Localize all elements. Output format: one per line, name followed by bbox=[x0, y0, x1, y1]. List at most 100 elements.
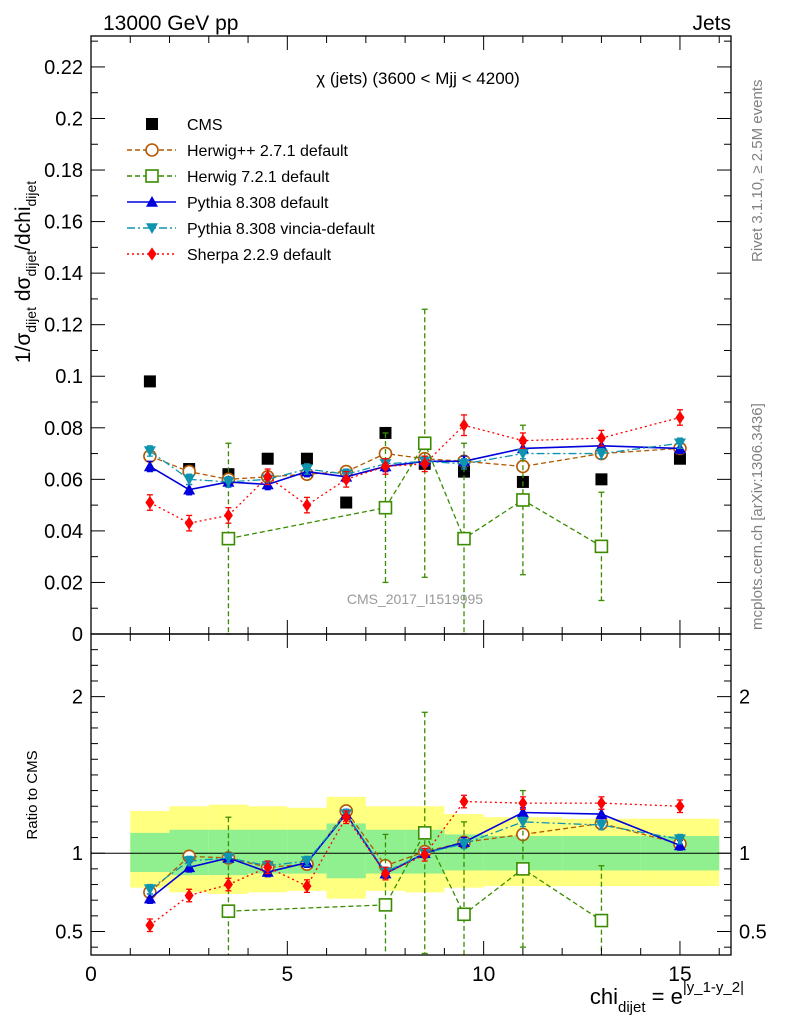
legend-label: Pythia 8.308 vincia-default bbox=[187, 221, 375, 238]
rivet-label: Rivet 3.1.10, ≥ 2.5M events bbox=[749, 80, 766, 263]
data-point bbox=[221, 904, 236, 918]
data-point bbox=[263, 860, 273, 874]
y-tick-label: 0.18 bbox=[44, 160, 83, 182]
y-tick-label-right: 0.5 bbox=[739, 922, 767, 944]
data-point bbox=[594, 539, 609, 554]
data-point bbox=[457, 531, 471, 546]
data-point bbox=[595, 473, 608, 486]
data-point bbox=[302, 498, 312, 512]
y-tick-label: 0.2 bbox=[55, 108, 83, 130]
data-point bbox=[378, 898, 393, 912]
series-line bbox=[149, 442, 681, 483]
data-point bbox=[516, 862, 530, 876]
ratio-panel: 0.5 0.5 1 1 2 2 0 5 10 15 bbox=[55, 633, 767, 986]
y-tick-label: 0 bbox=[72, 624, 83, 646]
series-4 bbox=[143, 437, 686, 488]
y-tick-label: 2 bbox=[72, 687, 83, 709]
data-point bbox=[143, 375, 156, 388]
data-point bbox=[380, 866, 390, 881]
data-point bbox=[675, 410, 685, 425]
data-point bbox=[341, 810, 351, 824]
y-tick-label: 0.5 bbox=[55, 922, 83, 944]
data-point bbox=[184, 516, 194, 530]
data-point bbox=[518, 434, 528, 448]
data-point bbox=[457, 907, 471, 922]
legend-marker bbox=[147, 247, 157, 261]
data-point bbox=[184, 888, 194, 903]
data-point bbox=[595, 808, 608, 819]
y-tick-label-right: 1 bbox=[739, 843, 750, 865]
main-panel: 0 0.02 0.04 0.06 0.08 0.1 0.12 0.14 0.16 0.18 0.2 0… bbox=[44, 35, 732, 646]
data-point bbox=[221, 531, 236, 546]
data-point bbox=[417, 826, 432, 840]
data-point bbox=[380, 459, 390, 474]
y-tick-label-right: 2 bbox=[739, 687, 750, 709]
legend-label: Herwig 7.2.1 default bbox=[187, 169, 330, 186]
series-line bbox=[149, 812, 681, 890]
data-point bbox=[516, 806, 529, 818]
series-4 bbox=[145, 794, 685, 933]
data-point bbox=[143, 460, 156, 472]
data-point bbox=[518, 796, 528, 810]
x-tick-label: 5 bbox=[281, 963, 293, 986]
legend-label: Sherpa 2.2.9 default bbox=[187, 247, 332, 264]
legend-marker bbox=[146, 196, 158, 207]
series-line bbox=[228, 831, 602, 922]
legend-label: Pythia 8.308 default bbox=[187, 195, 329, 212]
uncertainty-band-1 bbox=[130, 832, 170, 873]
legend-marker bbox=[145, 143, 159, 157]
y-tick-label: 0.02 bbox=[44, 572, 83, 594]
y-tick-label: 0.14 bbox=[44, 263, 83, 285]
series-line bbox=[228, 441, 602, 547]
data-point bbox=[459, 794, 469, 809]
series-line bbox=[149, 811, 681, 900]
watermark: CMS_2017_I1519995 bbox=[347, 591, 483, 607]
plot-frame bbox=[90, 633, 732, 956]
legend: CMS Herwig++ 2.7.1 default Herwig 7.2.1 de… bbox=[127, 117, 375, 264]
y-tick-label: 1 bbox=[72, 843, 83, 865]
header-left: 13000 GeV pp bbox=[103, 12, 238, 35]
data-point bbox=[263, 470, 273, 484]
data-point bbox=[596, 431, 606, 445]
y-tick-label: 0.04 bbox=[44, 521, 83, 543]
y-tick-label: 0.08 bbox=[44, 418, 83, 440]
data-point bbox=[378, 500, 393, 515]
legend-label: CMS bbox=[187, 117, 223, 134]
ratio-x-label: chidijet = e|y_1-y_2| bbox=[590, 979, 744, 1016]
data-point bbox=[300, 452, 313, 465]
data-point bbox=[340, 496, 353, 509]
legend-marker bbox=[146, 223, 158, 234]
mcplots-label: mcplots.cern.ch [arXiv:1306.3436] bbox=[749, 403, 766, 630]
data-point bbox=[595, 820, 608, 832]
ratio-y-label: Ratio to CMS bbox=[24, 750, 41, 839]
data-point bbox=[302, 879, 312, 893]
data-point bbox=[420, 848, 430, 862]
data-point bbox=[223, 508, 233, 523]
data-point bbox=[261, 452, 274, 465]
data-point bbox=[675, 799, 685, 813]
data-point bbox=[145, 495, 155, 510]
legend-marker bbox=[146, 118, 158, 130]
data-point bbox=[183, 474, 196, 486]
data-point bbox=[300, 856, 313, 868]
data-point bbox=[143, 446, 156, 457]
series-line bbox=[149, 800, 680, 926]
series-line bbox=[149, 809, 681, 893]
data-point bbox=[300, 464, 313, 476]
x-tick-label: 15 bbox=[668, 963, 691, 986]
y-tick-label: 0.06 bbox=[44, 469, 83, 491]
y-tick-label: 0.1 bbox=[55, 366, 83, 388]
data-point bbox=[673, 452, 686, 465]
data-point bbox=[143, 892, 156, 904]
legend-marker bbox=[145, 169, 159, 183]
series-5 bbox=[145, 409, 685, 532]
series-2 bbox=[221, 308, 609, 635]
data-point bbox=[223, 877, 233, 892]
y-tick-label: 0.16 bbox=[44, 212, 83, 234]
main-title: χ (jets) (3600 < Mjj < 4200) bbox=[316, 69, 520, 88]
data-point bbox=[516, 448, 529, 460]
series-line bbox=[149, 445, 680, 491]
y-tick-label: 0.12 bbox=[44, 315, 83, 337]
data-point bbox=[417, 436, 432, 451]
